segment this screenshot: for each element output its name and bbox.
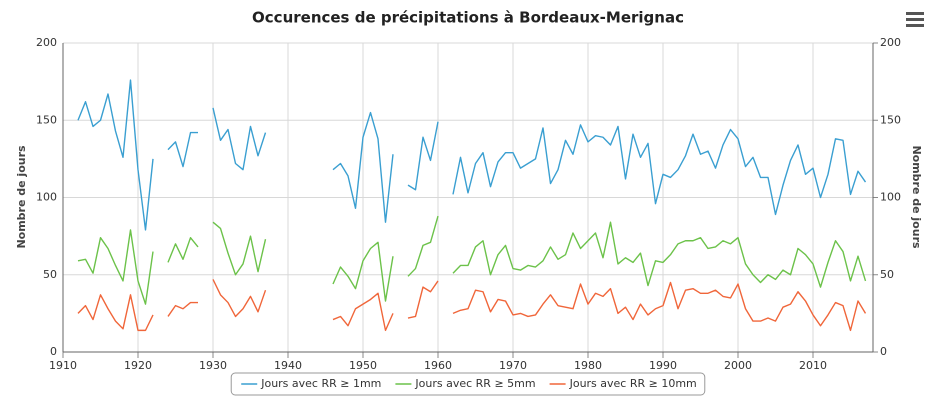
y-tick-label: 150 (36, 113, 57, 126)
x-tick-label: 1990 (649, 359, 677, 372)
legend-item[interactable]: Jours avec RR ≥ 5mm (395, 377, 536, 390)
y-axis-title: Nombre de jours (15, 145, 28, 249)
menu-bar (906, 24, 924, 27)
y2-tick-label: 50 (880, 268, 894, 281)
y-tick-label: 0 (50, 345, 57, 358)
y2-tick-label: 0 (880, 345, 887, 358)
y-tick-label: 50 (43, 268, 57, 281)
x-tick-label: 1930 (199, 359, 227, 372)
y2-tick-label: 200 (880, 36, 901, 49)
legend-item[interactable]: Jours avec RR ≥ 10mm (549, 377, 697, 390)
legend-label: Jours avec RR ≥ 5mm (414, 377, 535, 390)
legend-label: Jours avec RR ≥ 1mm (260, 377, 381, 390)
x-tick-label: 1940 (274, 359, 302, 372)
series-line (77, 79, 867, 231)
x-tick-label: 1980 (574, 359, 602, 372)
legend-label: Jours avec RR ≥ 10mm (569, 377, 697, 390)
legend-item[interactable]: Jours avec RR ≥ 1mm (241, 377, 381, 390)
x-tick-label: 1960 (424, 359, 452, 372)
x-tick-label: 2000 (724, 359, 752, 372)
x-tick-label: 2010 (799, 359, 827, 372)
legend: Jours avec RR ≥ 1mm Jours avec RR ≥ 5mm Jo… (230, 372, 706, 396)
x-tick-label: 1970 (499, 359, 527, 372)
y-tick-label: 100 (36, 191, 57, 204)
y2-tick-label: 100 (880, 191, 901, 204)
y2-tick-label: 150 (880, 113, 901, 126)
y-tick-label: 200 (36, 36, 57, 49)
x-tick-label: 1910 (49, 359, 77, 372)
chart-title: Occurences de précipitations à Bordeaux-… (252, 9, 684, 27)
menu-bar (906, 18, 924, 21)
x-tick-label: 1950 (349, 359, 377, 372)
menu-button[interactable] (906, 12, 924, 27)
y2-axis-title: Nombre de jours (910, 145, 923, 249)
series-line (77, 215, 867, 305)
series-line (77, 279, 867, 332)
menu-bar (906, 12, 924, 15)
x-tick-label: 1920 (124, 359, 152, 372)
legend-box (230, 372, 706, 396)
